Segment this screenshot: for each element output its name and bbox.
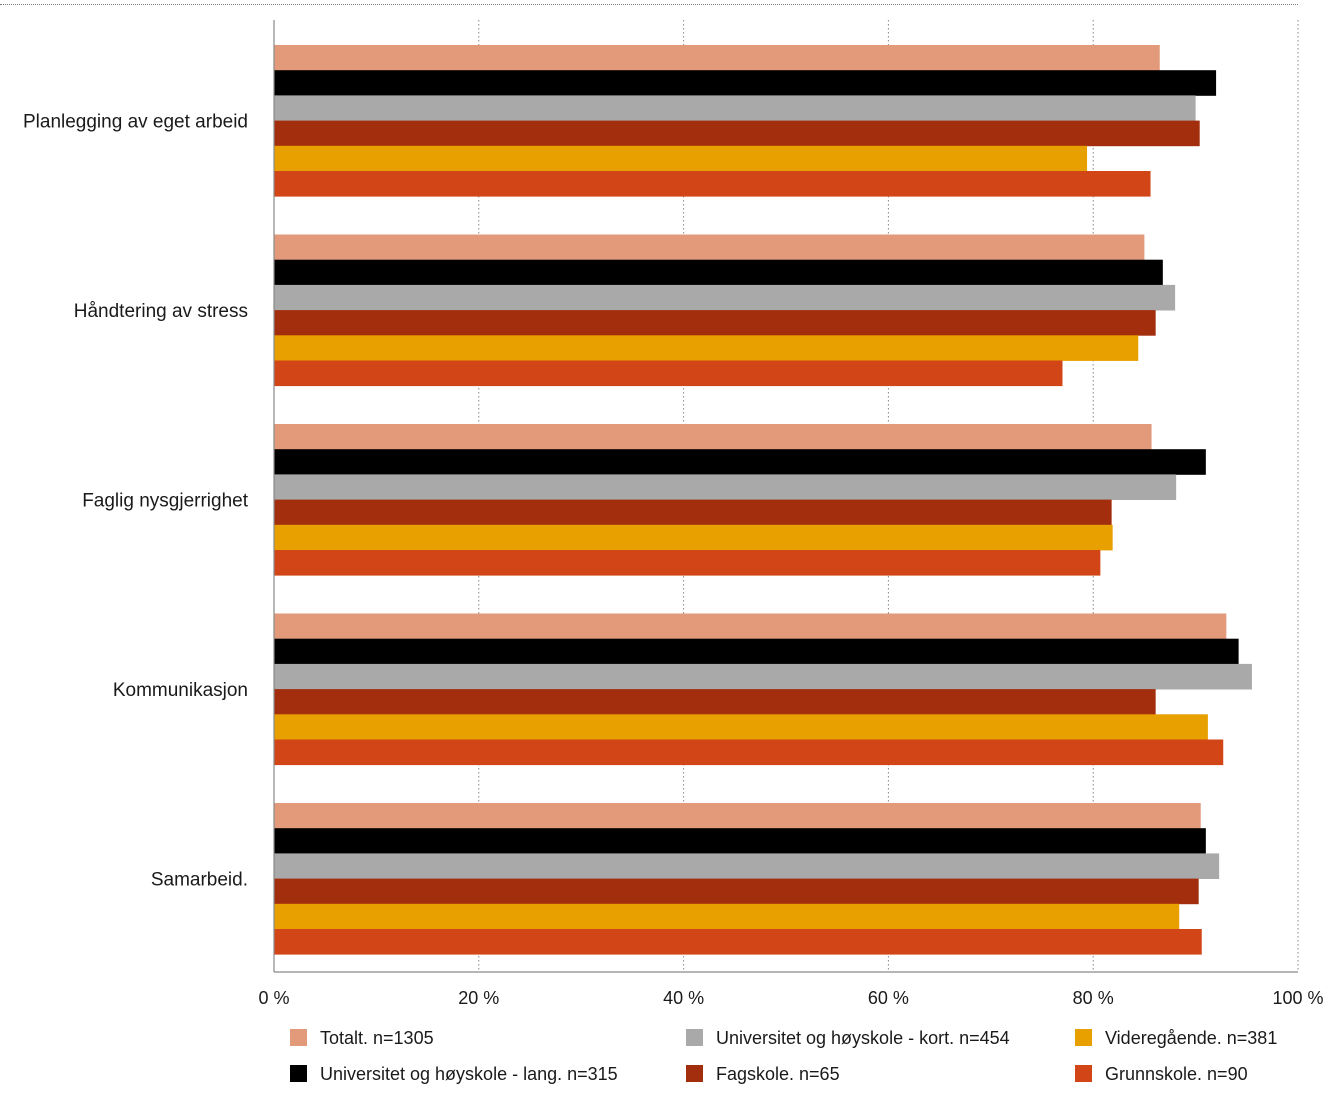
category-label: Planlegging av eget arbeid [23, 112, 248, 133]
legend-swatch [686, 1065, 703, 1082]
bar-3-1 [274, 638, 1239, 665]
bar-0-2 [274, 95, 1196, 121]
bar-3-5 [274, 739, 1224, 766]
bar-2-3 [274, 499, 1112, 526]
bar-1-3 [274, 310, 1156, 336]
x-tick-label: 40 % [663, 988, 704, 1008]
x-tick-label: 20 % [458, 988, 499, 1008]
x-tick-label: 100 % [1272, 988, 1323, 1008]
bar-3-4 [274, 714, 1208, 740]
bar-3-3 [274, 689, 1156, 715]
bar-2-1 [274, 449, 1206, 475]
bar-4-2 [274, 853, 1220, 879]
x-tick-label: 60 % [868, 988, 909, 1008]
bar-4-3 [274, 878, 1199, 905]
category-label: Håndtering av stress [74, 301, 248, 322]
bar-4-4 [274, 903, 1180, 930]
legend: Totalt. n=1305 Universitet og høyskole - … [290, 1028, 1277, 1084]
category-label: Kommunikasjon [113, 680, 248, 701]
bar-0-0 [274, 45, 1160, 71]
bar-1-0 [274, 234, 1145, 261]
bar-0-3 [274, 120, 1200, 147]
bar-2-5 [274, 550, 1101, 576]
bar-2-4 [274, 524, 1113, 551]
legend-swatch [1075, 1029, 1092, 1046]
legend-swatch [1075, 1065, 1092, 1082]
bar-1-1 [274, 259, 1163, 286]
bar-1-5 [274, 360, 1063, 387]
legend-label: Totalt. n=1305 [320, 1028, 434, 1048]
bar-3-2 [274, 663, 1252, 690]
bar-4-5 [274, 929, 1202, 955]
x-tick-label: 80 % [1073, 988, 1114, 1008]
bar-2-0 [274, 424, 1152, 450]
bar-2-2 [274, 474, 1177, 500]
bars [274, 45, 1252, 955]
bar-0-5 [274, 171, 1151, 197]
bar-4-1 [274, 828, 1206, 854]
top-divider [0, 4, 1298, 5]
legend-label: Fagskole. n=65 [716, 1064, 840, 1084]
category-label: Samarbeid. [151, 870, 248, 891]
legend-swatch [290, 1065, 307, 1082]
bar-3-0 [274, 613, 1227, 640]
legend-label: Videregående. n=381 [1105, 1028, 1277, 1048]
bar-1-4 [274, 335, 1139, 361]
legend-swatch [686, 1029, 703, 1046]
bar-4-0 [274, 803, 1201, 829]
legend-label: Grunnskole. n=90 [1105, 1064, 1248, 1084]
labels: Planlegging av eget arbeid Håndtering av … [23, 112, 1324, 1008]
legend-label: Universitet og høyskole - lang. n=315 [320, 1064, 618, 1084]
category-label: Faglig nysgjerrighet [82, 491, 249, 512]
bar-0-1 [274, 70, 1217, 96]
bar-1-2 [274, 284, 1176, 311]
bar-0-4 [274, 145, 1088, 172]
x-tick-label: 0 % [258, 988, 289, 1008]
axes [273, 20, 1298, 973]
legend-swatch [290, 1029, 307, 1046]
legend-label: Universitet og høyskole - kort. n=454 [716, 1028, 1010, 1048]
